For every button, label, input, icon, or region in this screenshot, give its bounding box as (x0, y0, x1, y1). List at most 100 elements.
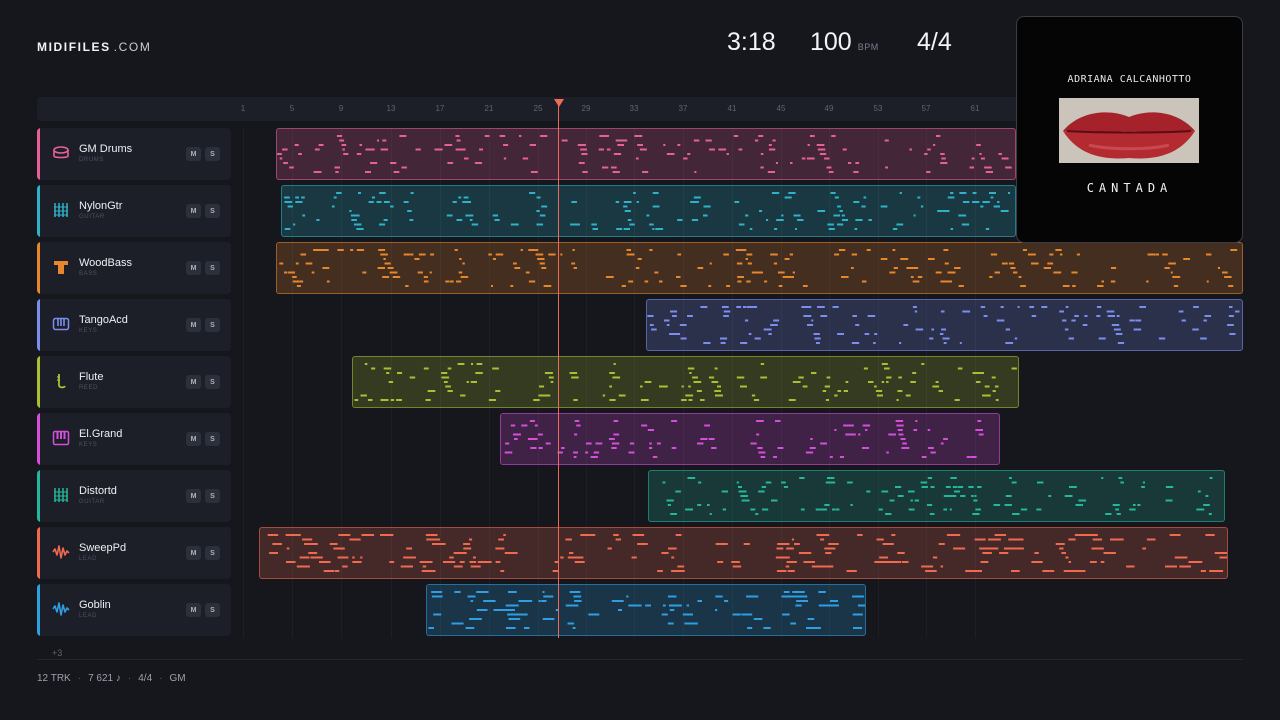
midi-clip[interactable] (500, 413, 1000, 465)
site-logo[interactable]: MIDIFILES .COM (37, 40, 151, 54)
track-name: NylonGtr (79, 200, 123, 212)
track-name: Flute (79, 371, 104, 383)
midi-clip[interactable] (276, 242, 1243, 294)
bar-gridline (440, 128, 441, 638)
bar-gridline (538, 128, 539, 638)
bar-gridline (683, 128, 684, 638)
track-header[interactable]: El.Grand KEYS M S (37, 413, 231, 465)
mute-button[interactable]: M (186, 318, 201, 332)
track-category: BASS (79, 271, 98, 277)
track-category: LEAD (79, 613, 98, 619)
arrangement-area[interactable] (243, 128, 1243, 638)
track-name: SweepPd (79, 542, 127, 554)
ruler-tick: 45 (776, 104, 786, 113)
ruler-tick: 33 (629, 104, 639, 113)
ruler-tick: 17 (435, 104, 445, 113)
logo-brand: MIDIFILES (37, 40, 111, 54)
signature-value: 4/4 (917, 28, 952, 56)
mute-button[interactable]: M (186, 147, 201, 161)
solo-button[interactable]: S (205, 261, 220, 275)
waveform-icon (52, 543, 70, 561)
track-color-stripe (37, 584, 40, 636)
midi-clip[interactable] (259, 527, 1228, 579)
mute-button[interactable]: M (186, 546, 201, 560)
ruler-tick: 41 (727, 104, 737, 113)
solo-button[interactable]: S (205, 147, 220, 161)
ruler-tick: 5 (289, 104, 295, 113)
track-color-stripe (37, 185, 40, 237)
solo-button[interactable]: S (205, 375, 220, 389)
midi-clip[interactable] (426, 584, 866, 636)
track-header[interactable]: GM Drums DRUMS M S (37, 128, 231, 180)
midi-clip[interactable] (281, 185, 1016, 237)
track-header[interactable]: WoodBass BASS M S (37, 242, 231, 294)
guitar-icon (52, 201, 70, 219)
bar-gridline (489, 128, 490, 638)
track-header[interactable]: Flute REED M S (37, 356, 231, 408)
bass-icon (52, 258, 70, 276)
playhead-handle[interactable] (554, 99, 564, 107)
ruler-tick: 25 (533, 104, 543, 113)
bar-gridline (829, 128, 830, 638)
midi-clip[interactable] (648, 470, 1225, 522)
bar-gridline (975, 128, 976, 638)
mute-button[interactable]: M (186, 432, 201, 446)
time-value: 3:18 (727, 28, 776, 56)
solo-button[interactable]: S (205, 489, 220, 503)
track-name: Goblin (79, 599, 111, 611)
clip-notes (504, 420, 984, 458)
ruler-tick: 37 (678, 104, 688, 113)
guitar-icon (52, 486, 70, 504)
mute-button[interactable]: M (186, 375, 201, 389)
tempo-value: 100 (810, 28, 852, 56)
ruler-tick: 57 (921, 104, 931, 113)
track-header[interactable]: TangoAcd KEYS M S (37, 299, 231, 351)
midi-clip[interactable] (276, 128, 1016, 180)
tempo-display: 100 BPM (810, 28, 879, 57)
solo-button[interactable]: S (205, 432, 220, 446)
midi-clip[interactable] (646, 299, 1243, 351)
footer-note-count: 7 621 ♪ (88, 673, 121, 684)
footer-divider (37, 659, 1243, 660)
track-header[interactable]: Goblin LEAD M S (37, 584, 231, 636)
solo-button[interactable]: S (205, 603, 220, 617)
waveform-icon (52, 600, 70, 618)
piano-icon (52, 429, 70, 447)
playhead[interactable] (558, 103, 559, 638)
solo-button[interactable]: S (205, 204, 220, 218)
mute-button[interactable]: M (186, 603, 201, 617)
track-header[interactable]: Distortd GUITAR M S (37, 470, 231, 522)
keyboard-icon (52, 315, 70, 333)
track-color-stripe (37, 242, 40, 294)
album-lips-image (1059, 98, 1199, 163)
mute-button[interactable]: M (186, 261, 201, 275)
logo-tld: .COM (113, 40, 152, 54)
midi-clip[interactable] (352, 356, 1019, 408)
bar-gridline (781, 128, 782, 638)
mute-button[interactable]: M (186, 489, 201, 503)
track-color-stripe (37, 128, 40, 180)
clip-notes (354, 363, 1017, 401)
track-header[interactable]: SweepPd LEAD M S (37, 527, 231, 579)
bar-gridline (926, 128, 927, 638)
track-category: KEYS (79, 328, 98, 334)
footer-separator: · (159, 673, 163, 684)
solo-button[interactable]: S (205, 546, 220, 560)
flute-icon (52, 372, 70, 390)
footer-signature: 4/4 (138, 673, 153, 684)
solo-button[interactable]: S (205, 318, 220, 332)
ruler-tick: 9 (338, 104, 344, 113)
clip-notes (647, 306, 1240, 344)
footer-separator: · (77, 673, 82, 684)
bar-gridline (586, 128, 587, 638)
ruler-tick: 29 (581, 104, 591, 113)
track-header[interactable]: NylonGtr GUITAR M S (37, 185, 231, 237)
time-display: 3:18 (727, 28, 776, 57)
track-color-stripe (37, 356, 40, 408)
album-title: CANTADA (1086, 181, 1173, 195)
album-cover: ADRIANA CALCANHOTTO CANTADA (1016, 16, 1243, 243)
tempo-unit: BPM (857, 42, 879, 52)
mute-button[interactable]: M (186, 204, 201, 218)
clip-notes (267, 534, 1227, 572)
more-tracks-link[interactable]: +3 (52, 648, 63, 658)
